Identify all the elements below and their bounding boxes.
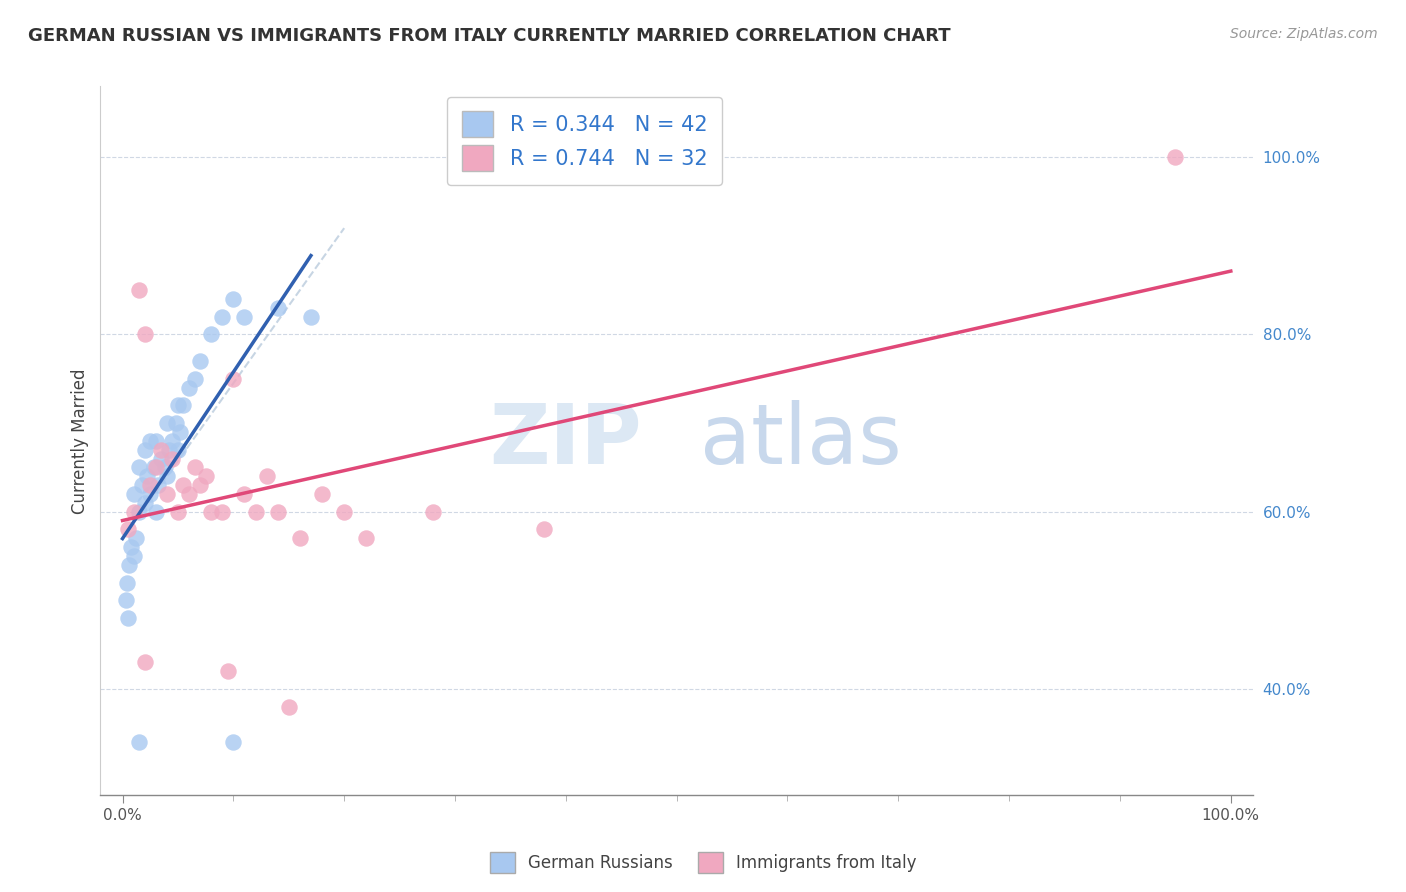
Point xyxy=(162,434,184,448)
Point xyxy=(211,505,233,519)
Point xyxy=(153,460,176,475)
Point xyxy=(167,442,190,457)
Text: atlas: atlas xyxy=(700,401,901,482)
Point xyxy=(165,416,187,430)
Point xyxy=(156,469,179,483)
Point xyxy=(211,310,233,324)
Point xyxy=(311,487,333,501)
Point xyxy=(150,442,173,457)
Point xyxy=(122,487,145,501)
Point xyxy=(145,460,167,475)
Point xyxy=(134,656,156,670)
Point xyxy=(146,478,169,492)
Point xyxy=(134,442,156,457)
Point xyxy=(172,398,194,412)
Point xyxy=(256,469,278,483)
Point xyxy=(134,327,156,342)
Point xyxy=(150,451,173,466)
Point xyxy=(156,487,179,501)
Point xyxy=(122,549,145,563)
Point xyxy=(117,523,139,537)
Point xyxy=(422,505,444,519)
Legend: R = 0.344   N = 42, R = 0.744   N = 32: R = 0.344 N = 42, R = 0.744 N = 32 xyxy=(447,96,721,186)
Point xyxy=(172,478,194,492)
Point xyxy=(118,558,141,572)
Point xyxy=(217,664,239,678)
Point xyxy=(145,505,167,519)
Point xyxy=(139,434,162,448)
Point xyxy=(533,523,555,537)
Point xyxy=(167,505,190,519)
Point xyxy=(139,478,162,492)
Point xyxy=(134,496,156,510)
Point xyxy=(139,487,162,501)
Point xyxy=(120,540,142,554)
Point xyxy=(128,505,150,519)
Point xyxy=(194,469,217,483)
Point xyxy=(1164,150,1187,164)
Point xyxy=(131,478,153,492)
Point xyxy=(115,575,138,590)
Point xyxy=(122,505,145,519)
Point xyxy=(222,292,245,306)
Point xyxy=(183,460,205,475)
Point xyxy=(125,531,148,545)
Point xyxy=(266,505,288,519)
Point xyxy=(200,327,222,342)
Point xyxy=(142,460,165,475)
Point xyxy=(356,531,378,545)
Point xyxy=(266,301,288,315)
Text: Source: ZipAtlas.com: Source: ZipAtlas.com xyxy=(1230,27,1378,41)
Point xyxy=(135,469,157,483)
Point xyxy=(245,505,267,519)
Text: GERMAN RUSSIAN VS IMMIGRANTS FROM ITALY CURRENTLY MARRIED CORRELATION CHART: GERMAN RUSSIAN VS IMMIGRANTS FROM ITALY … xyxy=(28,27,950,45)
Text: ZIP: ZIP xyxy=(489,401,643,482)
Point xyxy=(145,434,167,448)
Point xyxy=(162,451,184,466)
Point xyxy=(117,611,139,625)
Point xyxy=(222,735,245,749)
Point xyxy=(177,381,200,395)
Point xyxy=(188,354,211,368)
Point xyxy=(115,593,138,607)
Point xyxy=(156,416,179,430)
Point xyxy=(200,505,222,519)
Point xyxy=(167,398,190,412)
Point xyxy=(222,372,245,386)
Legend: German Russians, Immigrants from Italy: German Russians, Immigrants from Italy xyxy=(482,846,924,880)
Point xyxy=(188,478,211,492)
Point xyxy=(169,425,191,439)
Point xyxy=(277,699,299,714)
Y-axis label: Currently Married: Currently Married xyxy=(72,368,89,514)
Point xyxy=(233,487,256,501)
Point xyxy=(288,531,311,545)
Point xyxy=(177,487,200,501)
Point xyxy=(233,310,256,324)
Point xyxy=(157,442,180,457)
Point xyxy=(128,283,150,297)
Point xyxy=(128,735,150,749)
Point xyxy=(299,310,322,324)
Point xyxy=(183,372,205,386)
Point xyxy=(128,460,150,475)
Point xyxy=(333,505,356,519)
